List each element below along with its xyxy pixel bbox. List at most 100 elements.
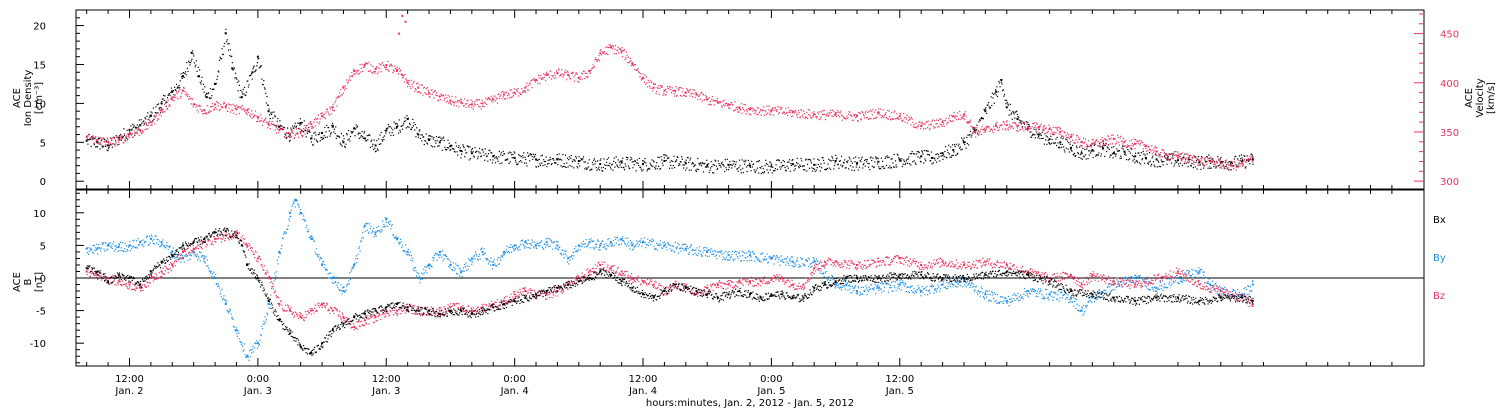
density-point (300, 122, 302, 124)
velocity-sample (845, 118, 846, 119)
by-point (161, 241, 163, 243)
velocity-sample (280, 129, 281, 130)
density-sample (551, 164, 552, 165)
density-sample (981, 117, 982, 118)
density-sample (564, 163, 565, 164)
velocity-sample (412, 84, 413, 85)
density-sample (472, 151, 473, 152)
velocity-sample (228, 103, 229, 104)
density-sample (621, 160, 622, 161)
by-sample (153, 243, 154, 244)
by-sample (127, 250, 128, 251)
velocity-sample (784, 112, 785, 113)
velocity-sample (444, 98, 445, 99)
density-sample (320, 140, 321, 141)
density-sample (1013, 112, 1014, 113)
velocity-sample (1247, 160, 1248, 161)
velocity-sample (153, 115, 154, 116)
velocity-sample (829, 113, 830, 114)
density-sample (847, 162, 848, 163)
velocity-sample (1051, 131, 1052, 132)
by-sample (340, 290, 341, 291)
by-sample (507, 252, 508, 253)
density-sample (245, 94, 246, 95)
velocity-sample (955, 115, 956, 116)
density-sample (1112, 157, 1113, 158)
velocity-sample (1186, 153, 1187, 154)
density-sample (565, 155, 566, 156)
density-sample (976, 125, 977, 126)
velocity-sample (378, 71, 379, 72)
velocity-sample (1022, 128, 1023, 129)
velocity-sample (524, 90, 525, 91)
density-sample (96, 141, 97, 142)
velocity-sample (380, 64, 381, 65)
velocity-sample (185, 94, 186, 95)
density-sample (571, 155, 572, 156)
by-sample (204, 261, 205, 262)
b-tick-label: 10 (33, 209, 46, 220)
density-sample (166, 102, 167, 103)
density-sample (618, 159, 619, 160)
density-sample (757, 161, 758, 162)
data-points (86, 15, 1254, 361)
density-sample (511, 154, 512, 155)
density-sample (183, 72, 184, 73)
density-sample (408, 118, 409, 119)
density-sample (189, 64, 190, 65)
density-sample (155, 112, 156, 113)
density-sample (822, 157, 823, 158)
velocity-sample (175, 94, 176, 95)
x-tick-date-label: Jan. 4 (628, 386, 657, 397)
density-sample (87, 139, 88, 140)
density-sample (489, 150, 490, 151)
velocity-sample (864, 117, 865, 118)
density-sample (991, 96, 992, 97)
by-sample (157, 239, 158, 240)
velocity-sample (128, 135, 129, 136)
density-sample (1152, 156, 1153, 157)
velocity-sample (911, 117, 912, 118)
by-sample (288, 218, 289, 219)
density-sample (749, 163, 750, 164)
velocity-sample (675, 91, 676, 92)
density-sample (187, 71, 188, 72)
density-sample (530, 153, 531, 154)
velocity-sample (223, 103, 224, 104)
density-sample (1059, 147, 1060, 148)
by-sample (213, 272, 214, 273)
density-sample (443, 136, 444, 137)
density-sample (602, 171, 603, 172)
density-sample (198, 67, 199, 68)
velocity-sample (992, 130, 993, 131)
velocity-sample (1210, 157, 1211, 158)
velocity-sample (1093, 139, 1094, 140)
density-sample (1082, 159, 1083, 160)
x-tick-date-label: Jan. 3 (371, 386, 400, 397)
density-sample (1087, 158, 1088, 159)
velocity-sample (666, 94, 667, 95)
by-sample (483, 248, 484, 249)
by-point (492, 264, 494, 266)
by-point (482, 251, 484, 253)
density-sample (1138, 152, 1139, 153)
by-sample (152, 240, 153, 241)
velocity-sample (917, 126, 918, 127)
density-sample (239, 97, 240, 98)
density-sample (1235, 156, 1236, 157)
density-sample (711, 161, 712, 162)
velocity-sample (718, 101, 719, 102)
velocity-point (1209, 160, 1211, 162)
velocity-sample (300, 133, 301, 134)
density-sample (789, 159, 790, 160)
density-sample (416, 127, 417, 128)
density-sample (1006, 100, 1007, 101)
density-sample (114, 144, 115, 145)
by-sample (325, 268, 326, 269)
density-sample (365, 138, 366, 139)
velocity-sample (490, 99, 491, 100)
density-sample (463, 147, 464, 148)
velocity-sample (501, 98, 502, 99)
by-sample (270, 294, 271, 295)
density-sample (1090, 152, 1091, 153)
